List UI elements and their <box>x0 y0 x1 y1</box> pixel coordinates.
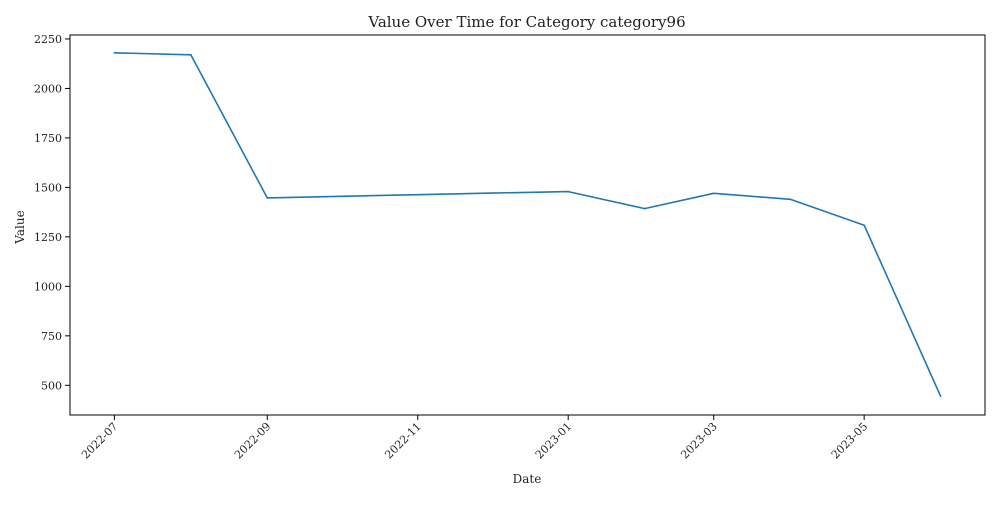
data-point <box>789 198 791 201</box>
y-tick-label: 1250 <box>34 231 62 244</box>
data-point <box>416 193 419 196</box>
plot-area <box>69 34 986 416</box>
chart-title: Value Over Time for Category category96 <box>367 13 685 31</box>
data-point <box>643 207 646 210</box>
data-point <box>863 224 865 226</box>
y-tick-label: 1750 <box>34 132 62 145</box>
x-tick-label: 2023-01 <box>533 420 575 462</box>
y-tick-label: 2250 <box>34 33 62 46</box>
series-line <box>114 52 942 397</box>
data-point <box>712 192 715 195</box>
x-tick-label: 2023-03 <box>678 420 720 462</box>
series-layer <box>113 52 942 397</box>
y-tick-label: 750 <box>41 330 62 343</box>
y-axis-ticks: 500 750 1000 1250 1500 1750 2000 2250 <box>34 33 70 392</box>
y-tick-label: 500 <box>41 379 62 392</box>
y-tick-label: 1500 <box>34 181 62 194</box>
data-point <box>190 53 192 56</box>
x-tick-label: 2022-11 <box>382 420 424 462</box>
y-axis-label: Value <box>13 210 27 244</box>
data-point <box>113 52 116 54</box>
x-tick-label: 2022-09 <box>232 420 274 462</box>
data-point <box>567 190 569 193</box>
y-tick-label: 2000 <box>34 82 62 95</box>
x-tick-label: 2023-05 <box>829 420 871 462</box>
x-axis-ticks: 2022-07 2022-09 2022-11 2023-01 2023-03 2023-… <box>79 415 870 461</box>
data-point <box>490 192 493 194</box>
data-point <box>939 395 942 397</box>
data-point <box>340 195 343 198</box>
y-tick-label: 1000 <box>34 280 62 293</box>
data-point <box>266 197 269 199</box>
x-axis-label: Date <box>513 472 542 486</box>
x-tick-label: 2022-07 <box>79 420 121 462</box>
